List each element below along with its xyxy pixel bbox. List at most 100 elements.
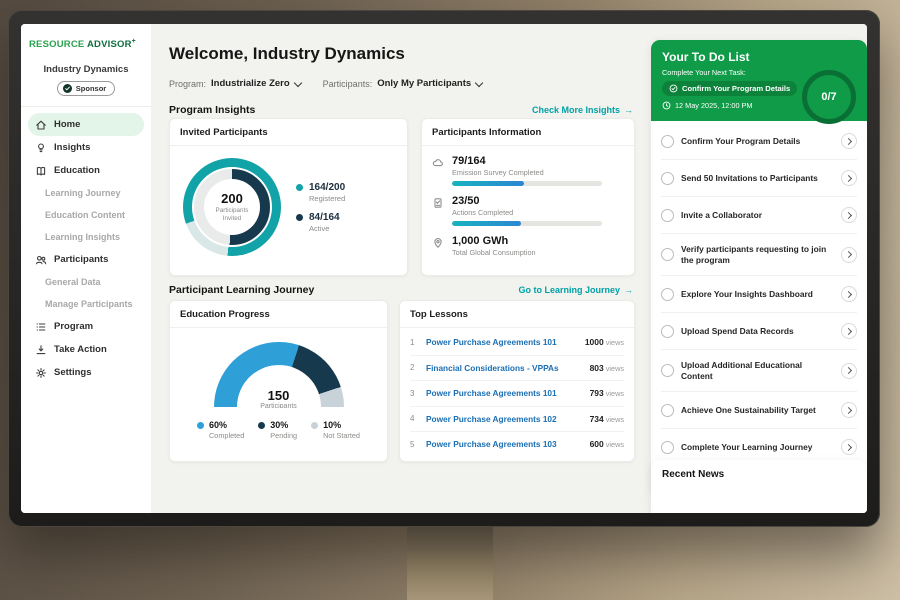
todo-header: Your To Do List Complete Your Next Task:… — [651, 40, 867, 124]
education-gauge: 150 Participants — [213, 342, 344, 408]
sidebar-item-settings[interactable]: Settings — [28, 361, 144, 384]
card-title: Top Lessons — [400, 301, 634, 328]
learning-journey-header: Participant Learning Journey Go to Learn… — [169, 284, 633, 296]
chevron-right-icon — [844, 250, 853, 259]
task-checkbox[interactable] — [661, 171, 674, 185]
task-row[interactable]: Explore Your Insights Dashboard — [661, 276, 857, 313]
task-label: Invite a Collaborator — [681, 209, 762, 220]
lesson-row: 4 Power Purchase Agreements 102 734 views — [410, 407, 624, 432]
stat-global-consumption: 1,000 GWh Total Global Consumption — [432, 235, 624, 257]
task-row[interactable]: Upload Additional Educational Content — [661, 350, 857, 392]
lesson-link[interactable]: Power Purchase Agreements 101 — [426, 337, 557, 348]
task-checkbox[interactable] — [661, 364, 674, 377]
lesson-views: 803 views — [590, 363, 624, 373]
lesson-rank: 2 — [410, 363, 415, 373]
stat-label: Emission Survey Completed — [452, 168, 544, 177]
chevron-right-icon — [844, 290, 853, 298]
task-chevron-button[interactable] — [841, 170, 857, 186]
sidebar-item-learning-journey[interactable]: Learning Journey — [28, 182, 144, 204]
next-task-label: Confirm Your Program Details — [682, 84, 791, 93]
sidebar-item-learning-insights[interactable]: Learning Insights — [28, 226, 144, 248]
views-count: 803 — [589, 362, 604, 373]
task-checkbox[interactable] — [661, 134, 674, 148]
sidebar-item-general-data[interactable]: General Data — [28, 271, 144, 293]
lesson-link[interactable]: Power Purchase Agreements 103 — [426, 439, 557, 450]
page-title: Welcome, Industry Dynamics — [169, 44, 405, 63]
sidebar-item-home[interactable]: Home — [28, 113, 144, 137]
task-chevron-button[interactable] — [841, 439, 857, 455]
task-label: Achieve One Sustainability Target — [681, 404, 816, 415]
sidebar-item-label: Take Action — [54, 344, 107, 356]
task-chevron-button[interactable] — [841, 402, 857, 418]
sidebar-item-manage-participants[interactable]: Manage Participants — [28, 293, 144, 315]
participants-dropdown-value: Only My Participants — [377, 78, 472, 89]
views-count: 793 — [589, 388, 604, 399]
progress-bar — [452, 221, 602, 226]
task-checkbox[interactable] — [661, 208, 674, 222]
sidebar-item-education[interactable]: Education — [28, 159, 144, 182]
sidebar-item-program[interactable]: Program — [28, 315, 144, 338]
donut-ring-active: 200 Participants Invited — [192, 167, 272, 247]
sidebar-item-participants[interactable]: Participants — [28, 248, 144, 271]
stats-list: 79/164 Emission Survey Completed 23/50 A… — [422, 146, 634, 266]
task-checkbox[interactable] — [661, 287, 674, 301]
lesson-link[interactable]: Power Purchase Agreements 102 — [426, 413, 557, 424]
lesson-row: 1 Power Purchase Agreements 101 1000 view… — [410, 330, 624, 356]
task-label: Upload Spend Data Records — [681, 325, 794, 336]
legend-item-registered: 164/200 Registered — [296, 182, 345, 203]
task-checkbox[interactable] — [661, 403, 674, 417]
task-checkbox[interactable] — [661, 440, 674, 454]
participants-dropdown[interactable]: Participants: Only My Participants — [323, 78, 484, 89]
gauge-legend: 60% Completed 30% Pending — [170, 420, 387, 440]
next-task-chip[interactable]: Confirm Your Program Details — [662, 81, 798, 96]
task-row[interactable]: Send 50 Invitations to Participants — [661, 160, 857, 197]
task-label: Verify participants requesting to join t… — [681, 244, 827, 265]
legend-item-active: 84/164 Active — [296, 212, 345, 233]
sidebar-item-label: General Data — [45, 277, 101, 288]
views-count: 600 — [589, 439, 604, 450]
task-chevron-button[interactable] — [841, 207, 857, 223]
legend-label: Registered — [309, 193, 346, 203]
recent-news-title: Recent News — [662, 469, 725, 480]
task-chevron-button[interactable] — [841, 286, 857, 302]
lesson-row: 3 Power Purchase Agreements 101 793 views — [410, 381, 624, 407]
todo-subtitle: Complete Your Next Task: — [662, 68, 746, 77]
task-chevron-button[interactable] — [841, 133, 857, 149]
task-row[interactable]: Verify participants requesting to join t… — [661, 234, 857, 276]
check-more-insights-link[interactable]: Check More Insights → — [532, 105, 633, 115]
todo-title: Your To Do List — [662, 50, 750, 64]
due-date-label: 12 May 2025, 12:00 PM — [675, 101, 753, 110]
gauge-center-label: Participants — [260, 403, 297, 408]
task-chevron-button[interactable] — [841, 362, 857, 379]
task-chevron-button[interactable] — [841, 246, 857, 263]
lesson-link[interactable]: Power Purchase Agreements 101 — [426, 388, 557, 399]
sponsor-badge[interactable]: Sponsor — [56, 81, 116, 97]
go-to-learning-journey-link[interactable]: Go to Learning Journey → — [518, 285, 633, 295]
invited-participants-card: Invited Participants 200 Participants In… — [169, 118, 408, 276]
sidebar-item-insights[interactable]: Insights — [28, 136, 144, 159]
task-row[interactable]: Confirm Your Program Details — [661, 123, 857, 160]
program-dropdown[interactable]: Program: Industrialize Zero — [169, 78, 302, 89]
task-row[interactable]: Upload Spend Data Records — [661, 313, 857, 350]
sidebar-item-take-action[interactable]: Take Action — [28, 338, 144, 361]
sidebar-item-label: Home — [54, 119, 81, 131]
task-checkbox[interactable] — [661, 324, 674, 338]
task-chevron-button[interactable] — [841, 323, 857, 339]
views-count: 734 — [589, 413, 604, 424]
card-title: Invited Participants — [170, 119, 407, 146]
task-row[interactable]: Achieve One Sustainability Target — [661, 392, 857, 429]
task-checkbox[interactable] — [661, 248, 674, 261]
lesson-link[interactable]: Financial Considerations - VPPAs — [426, 362, 559, 373]
dashboard-screen: RESOURCE ADVISOR+ Industry Dynamics Spon… — [21, 24, 867, 513]
task-label: Explore Your Insights Dashboard — [681, 288, 813, 299]
legend-pct: 10% — [323, 420, 342, 430]
legend-pct: 60% — [209, 420, 228, 430]
sidebar-item-label: Insights — [54, 142, 91, 154]
sidebar-item-education-content[interactable]: Education Content — [28, 204, 144, 226]
education-progress-card: Education Progress 150 Participants 60% — [169, 300, 388, 462]
lesson-views: 734 views — [590, 414, 624, 424]
sidebar-item-label: Program — [54, 321, 94, 333]
task-row[interactable]: Complete Your Learning Journey — [661, 429, 857, 465]
chevron-down-icon — [293, 78, 302, 87]
task-row[interactable]: Invite a Collaborator — [661, 197, 857, 234]
